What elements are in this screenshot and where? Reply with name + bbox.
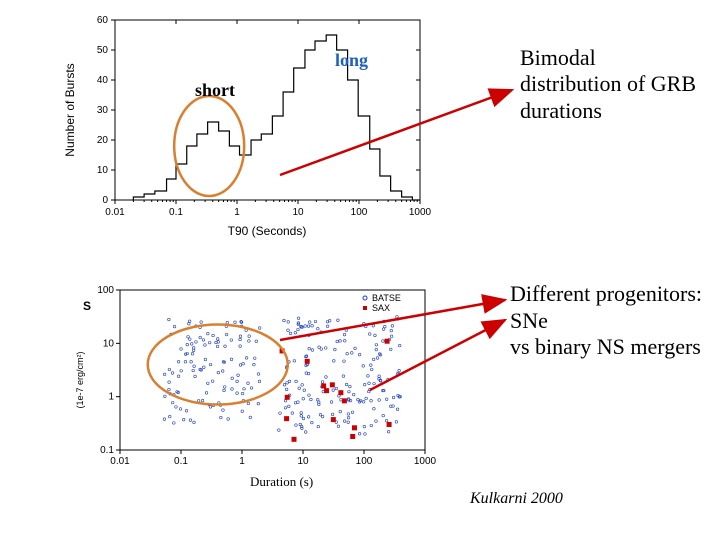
svg-text:0.01: 0.01 — [105, 207, 125, 218]
svg-text:40: 40 — [97, 75, 109, 86]
top-chart-svg: 0 10 20 30 40 50 60 0.01 0.1 1 10 100 1000 Number of… — [60, 10, 440, 240]
svg-text:30: 30 — [97, 105, 109, 116]
label-long: long — [335, 50, 368, 71]
svg-text:10: 10 — [297, 456, 309, 467]
svg-text:BATSE: BATSE — [372, 293, 401, 303]
label-short: short — [195, 80, 235, 101]
citation: Kulkarni 2000 — [470, 490, 563, 508]
bottom-short-ellipse — [148, 325, 288, 405]
svg-text:50: 50 — [97, 45, 109, 56]
svg-text:0.1: 0.1 — [169, 207, 183, 218]
svg-text:1000: 1000 — [414, 456, 437, 467]
svg-text:1000: 1000 — [409, 207, 432, 218]
top-xlabel: T90 (Seconds) — [228, 224, 307, 238]
svg-text:0.01: 0.01 — [110, 456, 130, 467]
svg-text:0: 0 — [102, 195, 108, 206]
svg-text:100: 100 — [97, 285, 114, 296]
legend: BATSESAX — [363, 293, 401, 313]
top-histogram-chart: 0 10 20 30 40 50 60 0.01 0.1 1 10 100 1000 Number of… — [60, 10, 440, 240]
svg-text:100: 100 — [356, 456, 373, 467]
svg-text:10: 10 — [97, 165, 109, 176]
bottom-ylabel-s: S — [83, 299, 91, 313]
svg-text:SAX: SAX — [372, 303, 390, 313]
bimodal-text: Bimodal distribution of GRB durations — [520, 45, 700, 124]
bottom-scatter-chart: 0.11101000.010.11101001000 S (1e-7 erg/c… — [65, 280, 445, 480]
svg-text:10: 10 — [103, 338, 115, 349]
duration-label: Duration (s) — [250, 474, 313, 490]
progenitors-text-content: Different progenitors: SNe vs binary NS … — [510, 281, 702, 359]
svg-text:1: 1 — [239, 456, 245, 467]
svg-text:1: 1 — [108, 392, 114, 403]
bottom-ylabel-unit: (1e-7 erg/cm²) — [75, 351, 85, 408]
svg-text:1: 1 — [234, 207, 240, 218]
svg-text:100: 100 — [351, 207, 368, 218]
svg-text:20: 20 — [97, 135, 109, 146]
svg-text:10: 10 — [292, 207, 304, 218]
bimodal-text-content: Bimodal distribution of GRB durations — [520, 45, 696, 123]
progenitors-text: Different progenitors: SNe vs binary NS … — [510, 255, 710, 361]
svg-text:0.1: 0.1 — [174, 456, 188, 467]
svg-text:60: 60 — [97, 15, 109, 26]
bottom-chart-svg: 0.11101000.010.11101001000 S (1e-7 erg/c… — [65, 280, 445, 480]
top-ylabel: Number of Bursts — [63, 63, 77, 156]
svg-text:0.1: 0.1 — [100, 445, 114, 456]
